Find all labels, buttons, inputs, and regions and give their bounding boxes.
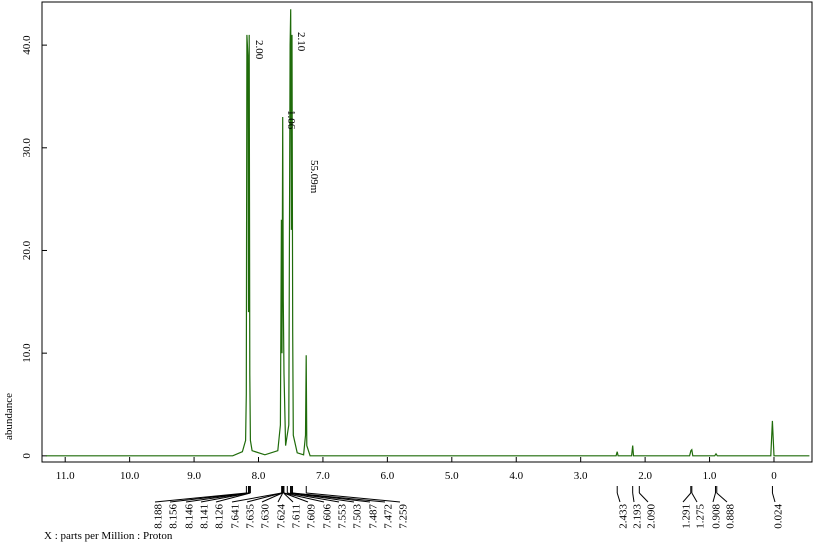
peak-leader xyxy=(283,492,309,503)
x-tick-label: 7.0 xyxy=(316,470,330,482)
peak-label: 1.291 xyxy=(681,504,693,529)
x-tick-label: 5.0 xyxy=(445,470,459,482)
peak-leader xyxy=(185,492,250,503)
peak-leader xyxy=(292,492,386,503)
x-tick-label: 6.0 xyxy=(380,470,394,482)
x-tick-label: 2.0 xyxy=(638,470,652,482)
peak-label: 8.156 xyxy=(168,504,180,529)
y-axis-label: abundance xyxy=(3,393,15,440)
peak-label: 7.611 xyxy=(291,504,303,528)
peak-label: 7.503 xyxy=(352,504,364,529)
peak-leader xyxy=(712,492,716,503)
peak-label: 2.193 xyxy=(632,504,644,529)
peak-leader xyxy=(716,492,728,503)
x-tick-label: 4.0 xyxy=(509,470,523,482)
peak-label: 0.888 xyxy=(725,504,737,529)
peak-leader xyxy=(231,492,282,503)
x-tick-label: 8.0 xyxy=(252,470,266,482)
x-tick-label: 3.0 xyxy=(574,470,588,482)
y-tick-label: 40.0 xyxy=(21,35,33,55)
peak-leader xyxy=(682,492,692,503)
peak-leader xyxy=(306,492,401,503)
integral-label: 55.09m xyxy=(308,160,320,194)
y-tick-label: 20.0 xyxy=(21,240,33,260)
peak-leader xyxy=(215,492,251,503)
peak-leader xyxy=(283,492,294,503)
peak-label: 8.126 xyxy=(214,504,226,529)
y-tick-label: 30.0 xyxy=(21,138,33,158)
peak-label: 7.472 xyxy=(383,504,395,529)
peak-label: 7.609 xyxy=(306,504,318,529)
peak-label: 7.635 xyxy=(245,504,257,529)
peak-label: 7.259 xyxy=(398,504,410,529)
peak-leader xyxy=(277,492,284,503)
x-tick-label: 10.0 xyxy=(120,470,140,482)
peak-leader xyxy=(691,492,698,503)
x-tick-label: 9.0 xyxy=(187,470,201,482)
integral-label: 2.00 xyxy=(253,40,265,60)
peak-label: 0.024 xyxy=(773,504,785,529)
plot-frame xyxy=(41,1,813,463)
peak-leader xyxy=(638,492,649,503)
peak-label: 8.146 xyxy=(184,504,196,529)
peak-label: 7.606 xyxy=(322,504,334,529)
peak-leader xyxy=(246,492,283,503)
peak-label: 7.487 xyxy=(368,504,380,529)
peak-leader xyxy=(287,492,340,503)
peak-label: 7.624 xyxy=(276,504,288,529)
peak-leader xyxy=(616,492,621,503)
integral-label: 2.10 xyxy=(295,32,307,52)
y-tick-label: 0 xyxy=(21,453,33,459)
peak-leader xyxy=(632,492,635,503)
peak-leader xyxy=(200,492,250,503)
x-tick-label: 0 xyxy=(771,470,777,482)
peak-label: 7.553 xyxy=(337,504,349,529)
peak-leader xyxy=(261,492,283,503)
peak-label: 7.630 xyxy=(260,504,272,529)
peak-label: 2.433 xyxy=(618,504,630,529)
peak-leader xyxy=(283,492,325,503)
peak-label: 8.188 xyxy=(153,504,165,529)
peak-label: 7.641 xyxy=(230,504,242,529)
x-tick-label: 1.0 xyxy=(703,470,717,482)
y-tick-label: 10.0 xyxy=(21,343,33,363)
peak-label: 0.908 xyxy=(711,504,723,529)
x-tick-label: 11.0 xyxy=(56,470,75,482)
peak-label: 8.141 xyxy=(199,504,211,529)
spectrum-line xyxy=(45,9,810,457)
peak-label: 1.275 xyxy=(695,504,707,529)
integral-label: 1.06 xyxy=(285,110,297,130)
x-axis-label: X : parts per Million : Proton xyxy=(44,530,173,542)
peak-label: 2.090 xyxy=(646,504,658,529)
peak-leader xyxy=(771,492,776,503)
